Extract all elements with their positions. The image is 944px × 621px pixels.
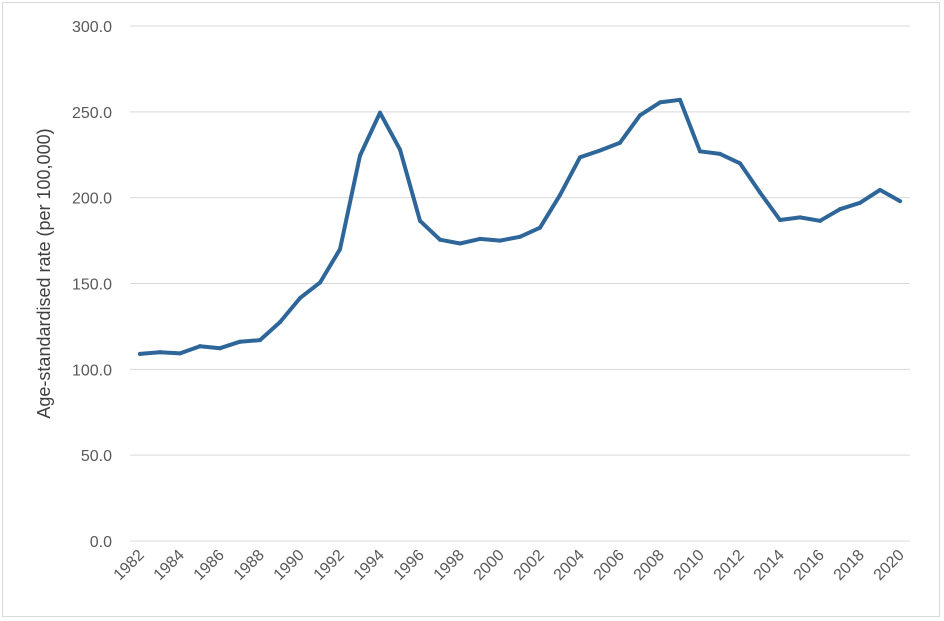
data-point: [158, 350, 162, 355]
x-tick-label: 2010: [671, 547, 708, 584]
data-point: [398, 147, 402, 152]
x-tick-label: 2002: [511, 547, 548, 584]
x-tick-label: 1996: [391, 547, 428, 584]
data-point: [218, 346, 222, 351]
data-point: [478, 236, 482, 241]
x-tick-label: 2014: [751, 547, 788, 584]
x-tick-label: 1998: [431, 547, 468, 584]
x-tick-labels: 1982 1984 1986 1988 1990 1992 1994 1996 1998 2000…: [111, 547, 908, 584]
x-tick-label: 2004: [551, 547, 588, 584]
data-point: [558, 193, 562, 198]
x-tick-label: 2020: [871, 547, 908, 584]
data-point: [838, 207, 842, 212]
data-point: [278, 320, 282, 325]
y-tick-label: 300.0: [72, 19, 112, 36]
x-tick-label: 1986: [191, 547, 228, 584]
data-point: [238, 339, 242, 344]
data-point: [578, 155, 582, 160]
y-tick-label: 50.0: [81, 448, 112, 465]
data-point: [678, 97, 682, 102]
y-tick-label: 150.0: [72, 277, 112, 294]
data-point: [818, 218, 822, 223]
x-tick-label: 1992: [311, 547, 348, 584]
data-point: [178, 351, 182, 356]
series-line: [138, 97, 902, 356]
y-axis-title: Age-standardised rate (per 100,000): [34, 128, 54, 418]
data-point: [658, 100, 662, 105]
x-tick-label: 2006: [591, 547, 628, 584]
x-tick-label: 2016: [791, 547, 828, 584]
x-tick-label: 1988: [231, 547, 268, 584]
data-point: [138, 351, 142, 356]
data-point: [198, 344, 202, 349]
data-point: [698, 149, 702, 154]
data-point: [418, 218, 422, 223]
x-tick-label: 2018: [831, 547, 868, 584]
data-point: [598, 148, 602, 153]
data-point: [898, 199, 902, 204]
x-tick-label: 1994: [351, 547, 388, 584]
data-point: [378, 110, 382, 115]
data-point: [458, 241, 462, 246]
data-point: [798, 215, 802, 220]
x-tick-label: 2012: [711, 547, 748, 584]
series-group: [138, 97, 902, 356]
data-point: [438, 237, 442, 242]
x-tick-label: 1984: [151, 547, 188, 584]
data-point: [778, 217, 782, 222]
data-point: [518, 234, 522, 239]
x-tick-label: 1990: [271, 547, 308, 584]
data-point: [718, 151, 722, 156]
data-point: [738, 161, 742, 166]
y-tick-labels: 0.0 50.0 100.0 150.0 200.0 250.0 300.0: [72, 19, 112, 551]
x-tick-label: 2008: [631, 547, 668, 584]
y-tick-label: 100.0: [72, 362, 112, 379]
data-point: [858, 200, 862, 205]
x-tick-label: 2000: [471, 547, 508, 584]
data-point: [498, 238, 502, 243]
data-point: [878, 187, 882, 192]
data-point: [618, 140, 622, 145]
data-point: [298, 296, 302, 301]
data-point: [318, 280, 322, 285]
data-point: [538, 225, 542, 230]
data-point: [758, 190, 762, 195]
y-tick-label: 250.0: [72, 105, 112, 122]
data-point: [338, 247, 342, 252]
x-tick-label: 1982: [111, 547, 148, 584]
data-point: [358, 153, 362, 158]
y-tick-label: 200.0: [72, 191, 112, 208]
data-point: [258, 338, 262, 343]
y-tick-label: 0.0: [90, 534, 112, 551]
gridlines: [130, 25, 910, 542]
data-point: [638, 113, 642, 118]
